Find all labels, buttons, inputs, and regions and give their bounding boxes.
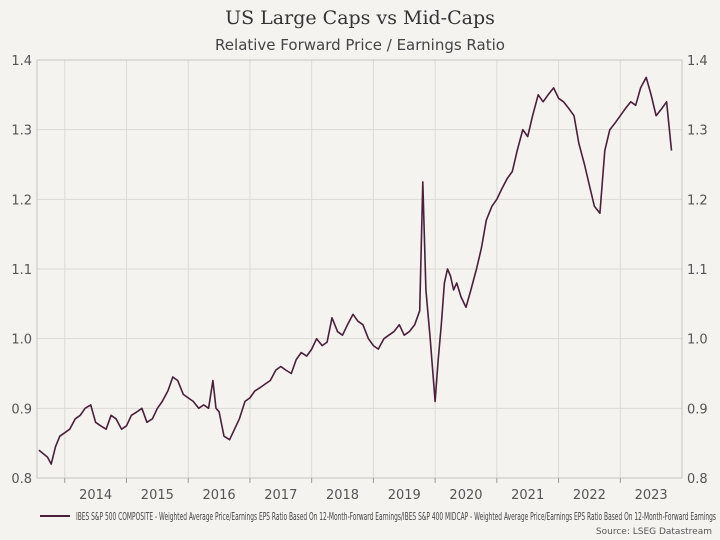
y-tick-label-left: 0.9	[11, 402, 32, 417]
y-tick-label-right: 1.1	[687, 263, 708, 278]
y-tick-label-left: 1.2	[11, 193, 32, 208]
y-tick-label-left: 1.1	[11, 263, 32, 278]
y-axis-left: 0.8 0.9 1.0 1.1 1.2 1.3 1.4	[11, 54, 32, 487]
x-tick-label: 2020	[449, 488, 482, 503]
x-tick-label: 2014	[79, 488, 112, 503]
x-tick-label: 2019	[388, 488, 421, 503]
source-note: Source: LSEG Datastream	[596, 527, 712, 537]
legend-label: IBES S&P 500 COMPOSITE - Weighted Averag…	[76, 510, 716, 523]
x-tick-label: 2023	[635, 488, 668, 503]
x-tick-label: 2018	[326, 488, 359, 503]
y-tick-label-left: 1.0	[11, 333, 32, 348]
y-axis-right: 0.8 0.9 1.0 1.1 1.2 1.3 1.4	[687, 54, 708, 487]
y-tick-label-left: 1.4	[11, 54, 32, 69]
y-tick-label-left: 0.8	[11, 472, 32, 487]
chart-subtitle: Relative Forward Price / Earnings Ratio	[215, 36, 505, 54]
series-line	[38, 76, 673, 465]
x-tick-label: 2016	[203, 488, 236, 503]
y-tick-label-right: 1.3	[687, 124, 708, 139]
y-tick-label-right: 1.4	[687, 54, 708, 69]
x-tick-label: 2015	[141, 488, 174, 503]
x-tick-label: 2017	[264, 488, 297, 503]
x-tick-label: 2021	[511, 488, 544, 503]
y-tick-label-right: 0.9	[687, 402, 708, 417]
grid	[37, 59, 682, 479]
plot-frame	[36, 59, 683, 479]
x-axis: 2014 2015 2016 2017 2018 2019 2020 2021 2022 2023	[64, 478, 668, 503]
x-tick-label: 2022	[573, 488, 606, 503]
y-tick-label-left: 1.3	[11, 124, 32, 139]
chart-title: US Large Caps vs Mid-Caps	[225, 7, 495, 29]
y-tick-label-right: 0.8	[687, 472, 708, 487]
y-tick-label-right: 1.0	[687, 333, 708, 348]
y-tick-label-right: 1.2	[687, 193, 708, 208]
